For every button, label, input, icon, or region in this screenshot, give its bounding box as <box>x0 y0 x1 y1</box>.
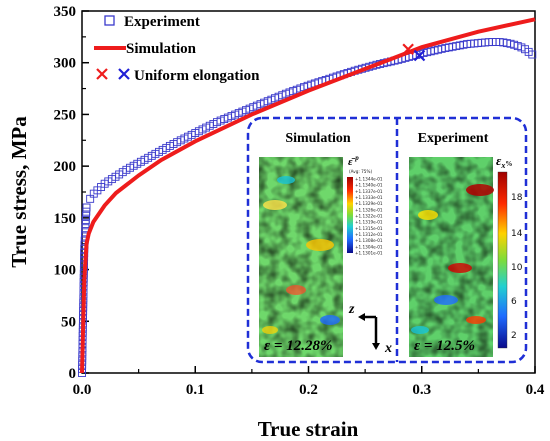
uniform-elongation-point <box>413 49 426 62</box>
legend-marker-experiment <box>104 15 115 26</box>
y-tick-label: 200 <box>54 159 77 175</box>
coordinate-axes: z x <box>348 302 392 356</box>
sim-colorbar-label: +1.1333e-01 <box>355 195 383 200</box>
experiment-strain-label: ε = 12.5% <box>414 338 475 354</box>
y-tick-label: 350 <box>54 4 77 20</box>
uniform-elongation-markers <box>402 43 426 62</box>
tick-labels: 0.0 0.1 0.2 0.3 0.4 0 50 100 150 200 250 300 350 <box>54 4 545 398</box>
legend-label-simulation: Simulation <box>126 41 197 57</box>
simulation-line <box>80 17 536 374</box>
sim-colorbar-label: +1.1344e-01 <box>355 177 383 182</box>
exp-colorbar-tick-label: 2 <box>511 331 517 341</box>
legend-marker-red-x <box>96 68 108 80</box>
x-tick-label: 0.1 <box>186 382 205 398</box>
experiment-point <box>82 203 91 212</box>
experiment-point <box>82 203 91 212</box>
experiment-point <box>81 215 90 224</box>
x-tick-label: 0.4 <box>526 382 545 398</box>
legend-marker-blue-x <box>118 68 130 80</box>
y-tick-label: 100 <box>54 263 77 279</box>
inset: Simulation ε = 12.28% ε̄ p (Avg: 75%) +1… <box>246 116 528 364</box>
experiment-point <box>528 50 537 59</box>
experiment-point <box>82 207 91 216</box>
sim-colorbar-symbol: ε̄ p <box>348 154 359 168</box>
sim-colorbar-label: +1.1329e-01 <box>355 201 383 206</box>
y-tick-label: 0 <box>69 366 77 382</box>
exp-colorbar <box>497 171 508 349</box>
inset-title-experiment: Experiment <box>418 131 489 146</box>
sim-colorbar-label: +1.1322e-01 <box>355 214 383 219</box>
experiment-point <box>82 211 91 220</box>
axis-z-label: z <box>348 302 355 317</box>
y-tick-label: 150 <box>54 211 77 227</box>
legend: Experiment Simulation Uniform elongation <box>94 14 260 84</box>
sim-colorbar-labels: +1.1344e-01+1.1340e-01+1.1337e-01+1.1333… <box>355 177 383 256</box>
sim-colorbar-label: +1.1308e-01 <box>355 238 383 243</box>
simulation-strain-map <box>259 157 343 357</box>
sim-colorbar-label: +1.1340e-01 <box>355 183 383 188</box>
y-tick-label: 300 <box>54 56 77 72</box>
exp-colorbar-tick-label: 18 <box>511 193 523 203</box>
axis-x-label: x <box>384 341 392 356</box>
legend-label-experiment: Experiment <box>124 14 200 30</box>
simulation-strain-label: ε = 12.28% <box>264 338 332 354</box>
legend-label-uniform-elongation: Uniform elongation <box>134 68 260 84</box>
sim-colorbar-label: +1.1304e-01 <box>355 244 383 249</box>
inset-title-simulation: Simulation <box>285 131 351 146</box>
x-axis-label: True strain <box>258 417 359 441</box>
y-tick-label: 50 <box>61 314 76 330</box>
uniform-elongation-point <box>402 43 414 56</box>
sim-colorbar-label: +1.1337e-01 <box>355 189 383 194</box>
x-tick-label: 0.2 <box>299 382 318 398</box>
sim-colorbar-label: +1.1315e-01 <box>355 226 383 231</box>
y-axis-label: True stress, MPa <box>7 116 31 268</box>
sim-colorbar-label: +1.1319e-01 <box>355 220 383 225</box>
experiment-strain-map <box>409 157 494 357</box>
sim-colorbar-label: +1.1312e-01 <box>355 232 383 237</box>
x-tick-label: 0.0 <box>73 382 92 398</box>
sim-colorbar <box>347 177 353 253</box>
sim-colorbar-label: +1.1326e-01 <box>355 207 383 212</box>
x-tick-label: 0.3 <box>412 382 431 398</box>
sim-colorbar-header: (Avg: 75%) <box>349 169 372 174</box>
exp-colorbar-tick-label: 14 <box>511 229 523 239</box>
exp-colorbar-tick-label: 10 <box>511 263 523 273</box>
exp-colorbar-tick-label: 6 <box>511 297 517 307</box>
sim-colorbar-label: +1.1301e-01 <box>355 251 383 256</box>
experiment-point <box>81 220 90 229</box>
y-tick-label: 250 <box>54 107 77 123</box>
exp-colorbar-ticks: 18 14 10 6 2 <box>511 193 523 341</box>
